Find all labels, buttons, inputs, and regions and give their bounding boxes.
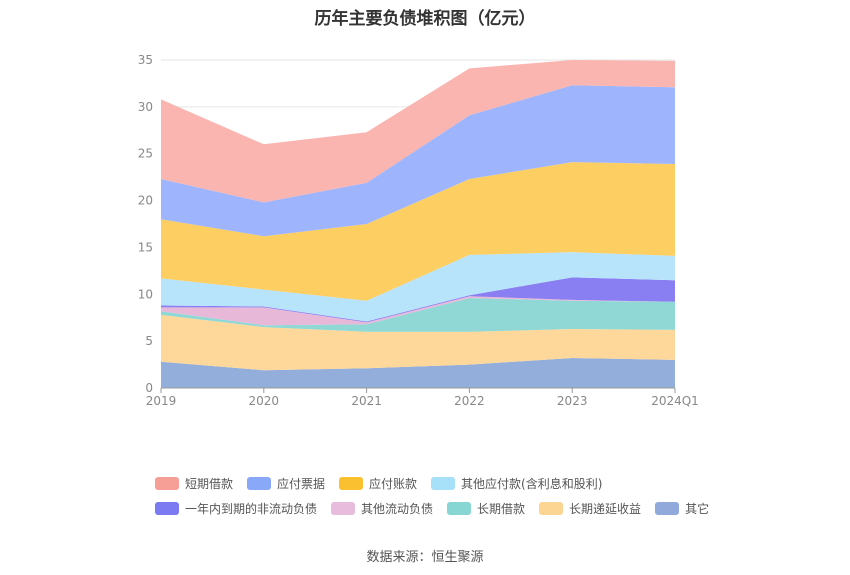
area-series-6 [161,162,675,301]
x-tick-label: 2022 [454,394,485,408]
x-tick-label: 2021 [351,394,382,408]
legend-row-2: 一年内到期的非流动负债 其他流动负债 长期借款 长期递延收益 其它 [155,497,755,519]
area-series-3 [161,296,675,326]
legend-item[interactable]: 其他应付款(含利息和股利) [431,475,602,492]
y-tick-label: 10 [138,287,153,301]
legend-label: 其他流动负债 [361,501,434,516]
y-tick-label: 20 [138,194,153,208]
legend-item[interactable]: 应付票据 [247,475,325,492]
legend-swatch [339,476,364,490]
legend-label: 长期借款 [477,501,526,516]
chart-title: 历年主要负债堆积图（亿元） [314,9,536,29]
legend-swatch [331,501,356,515]
legend-item[interactable]: 应付账款 [339,475,417,492]
legend-label: 一年内到期的非流动负债 [185,501,318,516]
legend-swatch [447,501,472,515]
legend-label: 短期借款 [185,476,234,491]
x-tick-label: 2024Q1 [651,394,699,408]
legend-item[interactable]: 一年内到期的非流动负债 [155,500,317,517]
data-source: 数据来源：恒生聚源 [366,550,484,565]
legend-row-1: 短期借款 应付票据 应付账款 其他应付款(含利息和股利) [155,472,755,494]
legend-item[interactable]: 其它 [655,500,709,517]
legend: 短期借款 应付票据 应付账款 其他应付款(含利息和股利) 一年内到期的非流动负债 其他流… [155,472,755,522]
x-tick-label: 2023 [557,394,588,408]
y-tick-label: 15 [138,240,153,254]
legend-swatch [155,501,179,515]
legend-item[interactable]: 长期借款 [447,500,525,517]
area-series-7 [161,85,675,237]
legend-swatch [431,476,456,490]
legend-label: 应付票据 [277,476,326,491]
y-tick-label: 5 [145,334,153,348]
y-tick-label: 35 [138,53,153,67]
legend-swatch [655,501,680,515]
legend-item[interactable]: 长期递延收益 [539,500,641,517]
legend-item[interactable]: 短期借款 [155,475,233,492]
area-series-0 [161,358,675,388]
area-series-5 [161,252,675,322]
legend-swatch [155,476,179,490]
y-tick-label: 30 [138,100,153,114]
legend-item[interactable]: 其他流动负债 [331,500,433,517]
legend-label: 其它 [685,501,710,516]
x-tick-label: 2020 [249,394,280,408]
y-tick-label: 25 [138,147,153,161]
legend-swatch [247,476,272,490]
x-tick-label: 2019 [146,394,177,408]
area-series-1 [161,314,675,371]
area-series-8 [161,60,675,203]
area-series-4 [161,277,675,323]
legend-label: 长期递延收益 [569,501,642,516]
legend-label: 应付账款 [369,476,418,491]
y-tick-label: 0 [145,381,153,395]
legend-label: 其他应付款(含利息和股利) [461,476,603,491]
legend-swatch [539,501,564,515]
area-series-2 [161,298,675,332]
